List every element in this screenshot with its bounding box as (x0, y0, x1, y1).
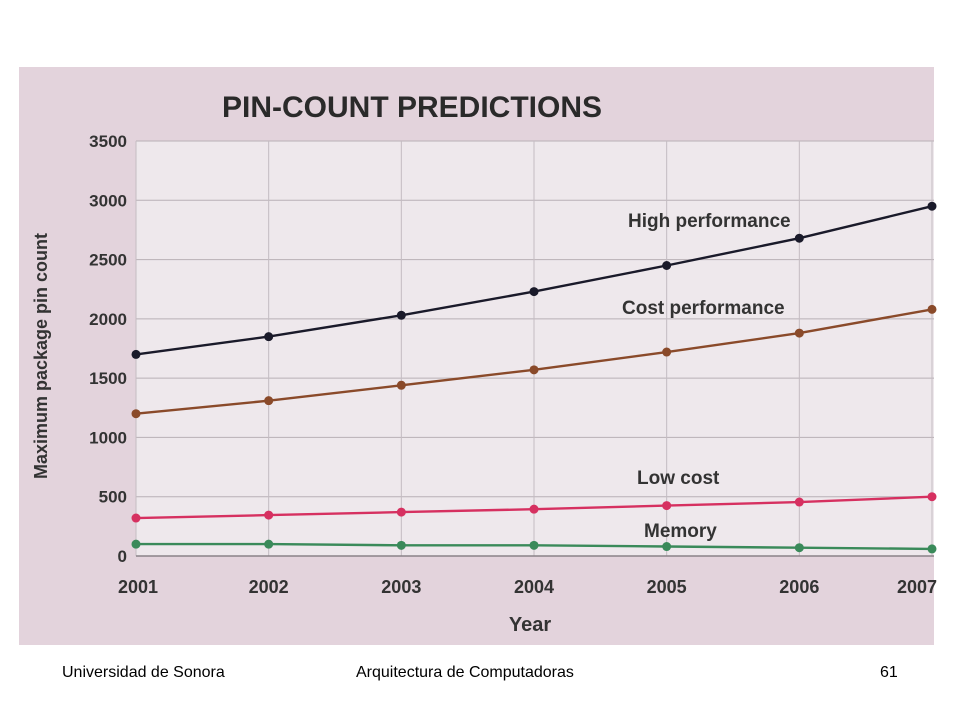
data-point (794, 497, 804, 507)
data-point (264, 539, 274, 549)
y-tick-label: 3000 (89, 191, 127, 210)
x-tick-label: 2003 (381, 577, 421, 597)
data-point (529, 540, 539, 550)
y-tick-label: 0 (118, 547, 127, 566)
data-point (396, 310, 406, 320)
data-point (927, 544, 937, 554)
footer-course: Arquitectura de Computadoras (356, 664, 574, 681)
grid (135, 140, 934, 557)
data-point (529, 287, 539, 297)
data-point (529, 504, 539, 514)
data-point (131, 539, 141, 549)
series-label: Memory (644, 521, 717, 542)
data-point (131, 513, 141, 523)
data-point (794, 328, 804, 338)
chart-title: PIN-COUNT PREDICTIONS (222, 91, 602, 124)
data-point (396, 540, 406, 550)
series-label: Cost performance (622, 298, 785, 319)
data-point (662, 261, 672, 270)
y-tick-label: 2000 (89, 310, 127, 329)
plot-area (136, 141, 934, 556)
data-point (131, 349, 141, 359)
data-point (662, 347, 672, 357)
series-label: Low cost (637, 468, 720, 489)
y-tick-label: 500 (99, 488, 127, 507)
data-point (927, 492, 937, 502)
y-tick-label: 1500 (89, 369, 127, 388)
x-tick-label: 2004 (514, 577, 554, 597)
data-point (529, 365, 539, 375)
y-tick-label: 3500 (89, 132, 127, 151)
series-label: High performance (628, 211, 791, 232)
data-point (131, 409, 141, 419)
footer-institution: Universidad de Sonora (62, 664, 225, 681)
x-tick-label: 2006 (779, 577, 819, 597)
x-tick-label: 2005 (647, 577, 687, 597)
x-tick-label: 2001 (118, 577, 158, 597)
data-point (927, 201, 937, 211)
data-point (662, 501, 672, 511)
x-tick-label: 2007 (897, 577, 937, 597)
data-point (264, 332, 274, 342)
series-layer (131, 201, 937, 554)
data-point (396, 507, 406, 517)
data-point (264, 396, 274, 406)
y-tick-label: 2500 (89, 251, 127, 270)
y-axis-title: Maximum package pin count (31, 233, 51, 479)
data-point (662, 542, 672, 552)
data-point (264, 510, 274, 520)
data-point (794, 543, 804, 553)
page-number: 61 (880, 664, 898, 681)
label-layer: 0 500 1000 1500 2000 2500 3000 3500 2001 2002 2003… (89, 132, 937, 597)
data-point (927, 304, 937, 314)
x-axis-title: Year (509, 614, 551, 636)
data-point (794, 233, 804, 243)
data-point (396, 380, 406, 390)
y-tick-label: 1000 (89, 428, 127, 447)
x-tick-label: 2002 (249, 577, 289, 597)
